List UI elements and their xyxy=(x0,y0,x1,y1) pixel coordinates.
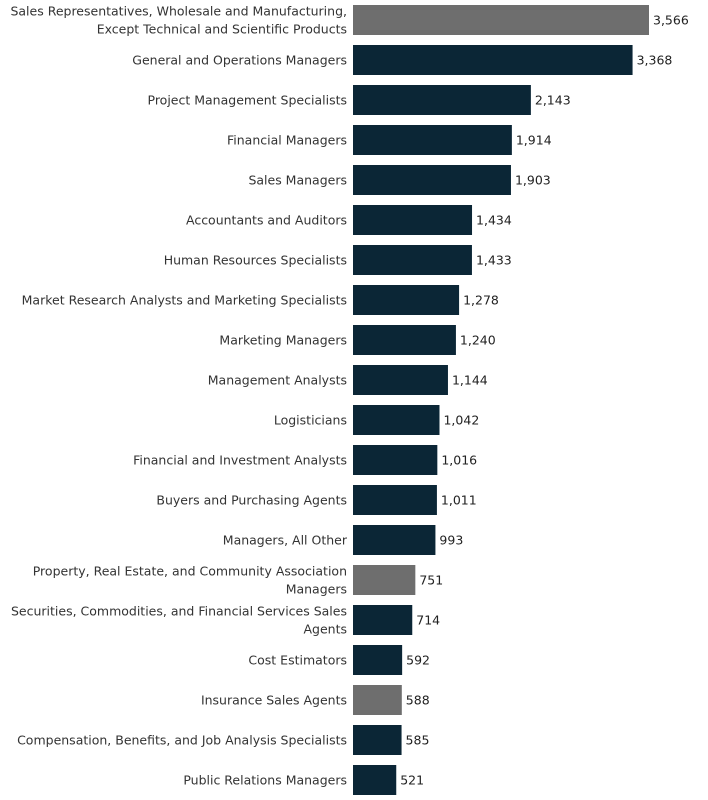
value-label-16: 714 xyxy=(416,613,440,628)
category-label-4: Financial Managers xyxy=(227,133,347,148)
bar-19 xyxy=(353,725,402,755)
bar-3 xyxy=(353,85,531,115)
category-label-line: Financial Managers xyxy=(227,133,347,148)
value-label-7: 1,433 xyxy=(476,253,512,268)
category-label-line: General and Operations Managers xyxy=(132,53,347,68)
category-label-line: Managers xyxy=(286,582,347,597)
category-label-10: Management Analysts xyxy=(208,373,347,388)
value-label-5: 1,903 xyxy=(515,173,551,188)
category-label-20: Public Relations Managers xyxy=(183,773,347,788)
value-label-20: 521 xyxy=(400,773,424,788)
value-label-15: 751 xyxy=(419,573,443,588)
category-label-11: Logisticians xyxy=(274,413,347,428)
bar-7 xyxy=(353,245,472,275)
category-label-6: Accountants and Auditors xyxy=(186,213,347,228)
bar-14 xyxy=(353,525,436,555)
value-labels-group: 3,566 3,368 2,143 1,914 1,903 1,434 1,433 1,278… xyxy=(400,13,689,788)
category-label-line: Buyers and Purchasing Agents xyxy=(156,493,347,508)
bars-group xyxy=(353,5,649,795)
category-label-line: Marketing Managers xyxy=(219,333,347,348)
value-label-4: 1,914 xyxy=(516,133,552,148)
category-label-line: Accountants and Auditors xyxy=(186,213,347,228)
category-label-line: Managers, All Other xyxy=(223,533,348,548)
category-label-2: General and Operations Managers xyxy=(132,53,347,68)
category-label-1: Sales Representatives, Wholesale and Man… xyxy=(10,4,347,37)
value-label-13: 1,011 xyxy=(441,493,477,508)
bar-6 xyxy=(353,205,473,235)
value-label-3: 2,143 xyxy=(535,93,571,108)
category-label-line: Securities, Commodities, and Financial S… xyxy=(11,604,347,619)
value-label-9: 1,240 xyxy=(460,333,496,348)
value-label-10: 1,144 xyxy=(452,373,488,388)
bar-5 xyxy=(353,165,511,195)
category-label-18: Insurance Sales Agents xyxy=(201,693,347,708)
category-label-line: Project Management Specialists xyxy=(148,93,348,108)
category-label-line: Sales Representatives, Wholesale and Man… xyxy=(10,4,347,19)
bar-1 xyxy=(353,5,649,35)
value-label-12: 1,016 xyxy=(441,453,477,468)
category-label-7: Human Resources Specialists xyxy=(164,253,347,268)
category-label-line: Public Relations Managers xyxy=(183,773,347,788)
value-label-8: 1,278 xyxy=(463,293,499,308)
value-label-6: 1,434 xyxy=(476,213,512,228)
category-label-line: Logisticians xyxy=(274,413,347,428)
value-label-1: 3,566 xyxy=(653,13,689,28)
bar-17 xyxy=(353,645,403,675)
category-label-line: Compensation, Benefits, and Job Analysis… xyxy=(17,733,347,748)
bar-8 xyxy=(353,285,460,315)
category-label-line: Except Technical and Scientific Products xyxy=(97,22,347,37)
category-label-line: Market Research Analysts and Marketing S… xyxy=(22,293,347,308)
category-label-14: Managers, All Other xyxy=(223,533,348,548)
value-label-18: 588 xyxy=(406,693,430,708)
value-label-19: 585 xyxy=(406,733,430,748)
category-label-3: Project Management Specialists xyxy=(148,93,348,108)
value-label-11: 1,042 xyxy=(443,413,479,428)
category-label-line: Agents xyxy=(303,622,347,637)
category-label-15: Property, Real Estate, and Community Ass… xyxy=(33,564,347,597)
category-label-line: Insurance Sales Agents xyxy=(201,693,347,708)
category-label-line: Sales Managers xyxy=(248,173,347,188)
category-labels-group: Sales Representatives, Wholesale and Man… xyxy=(10,4,347,788)
bar-13 xyxy=(353,485,437,515)
category-label-line: Financial and Investment Analysts xyxy=(133,453,347,468)
category-label-line: Management Analysts xyxy=(208,373,347,388)
category-label-13: Buyers and Purchasing Agents xyxy=(156,493,347,508)
bar-20 xyxy=(353,765,397,795)
category-label-8: Market Research Analysts and Marketing S… xyxy=(22,293,347,308)
bar-16 xyxy=(353,605,413,635)
category-label-19: Compensation, Benefits, and Job Analysis… xyxy=(17,733,347,748)
category-label-line: Cost Estimators xyxy=(248,653,347,668)
bar-11 xyxy=(353,405,440,435)
category-label-line: Human Resources Specialists xyxy=(164,253,347,268)
category-label-16: Securities, Commodities, and Financial S… xyxy=(11,604,347,637)
value-label-2: 3,368 xyxy=(637,53,673,68)
category-label-12: Financial and Investment Analysts xyxy=(133,453,347,468)
bar-2 xyxy=(353,45,633,75)
category-label-17: Cost Estimators xyxy=(248,653,347,668)
bar-18 xyxy=(353,685,402,715)
value-label-17: 592 xyxy=(406,653,430,668)
category-label-9: Marketing Managers xyxy=(219,333,347,348)
bar-9 xyxy=(353,325,456,355)
category-label-5: Sales Managers xyxy=(248,173,347,188)
category-label-line: Property, Real Estate, and Community Ass… xyxy=(33,564,347,579)
bar-12 xyxy=(353,445,438,475)
bar-4 xyxy=(353,125,512,155)
value-label-14: 993 xyxy=(439,533,463,548)
bar-15 xyxy=(353,565,416,595)
bar-10 xyxy=(353,365,448,395)
